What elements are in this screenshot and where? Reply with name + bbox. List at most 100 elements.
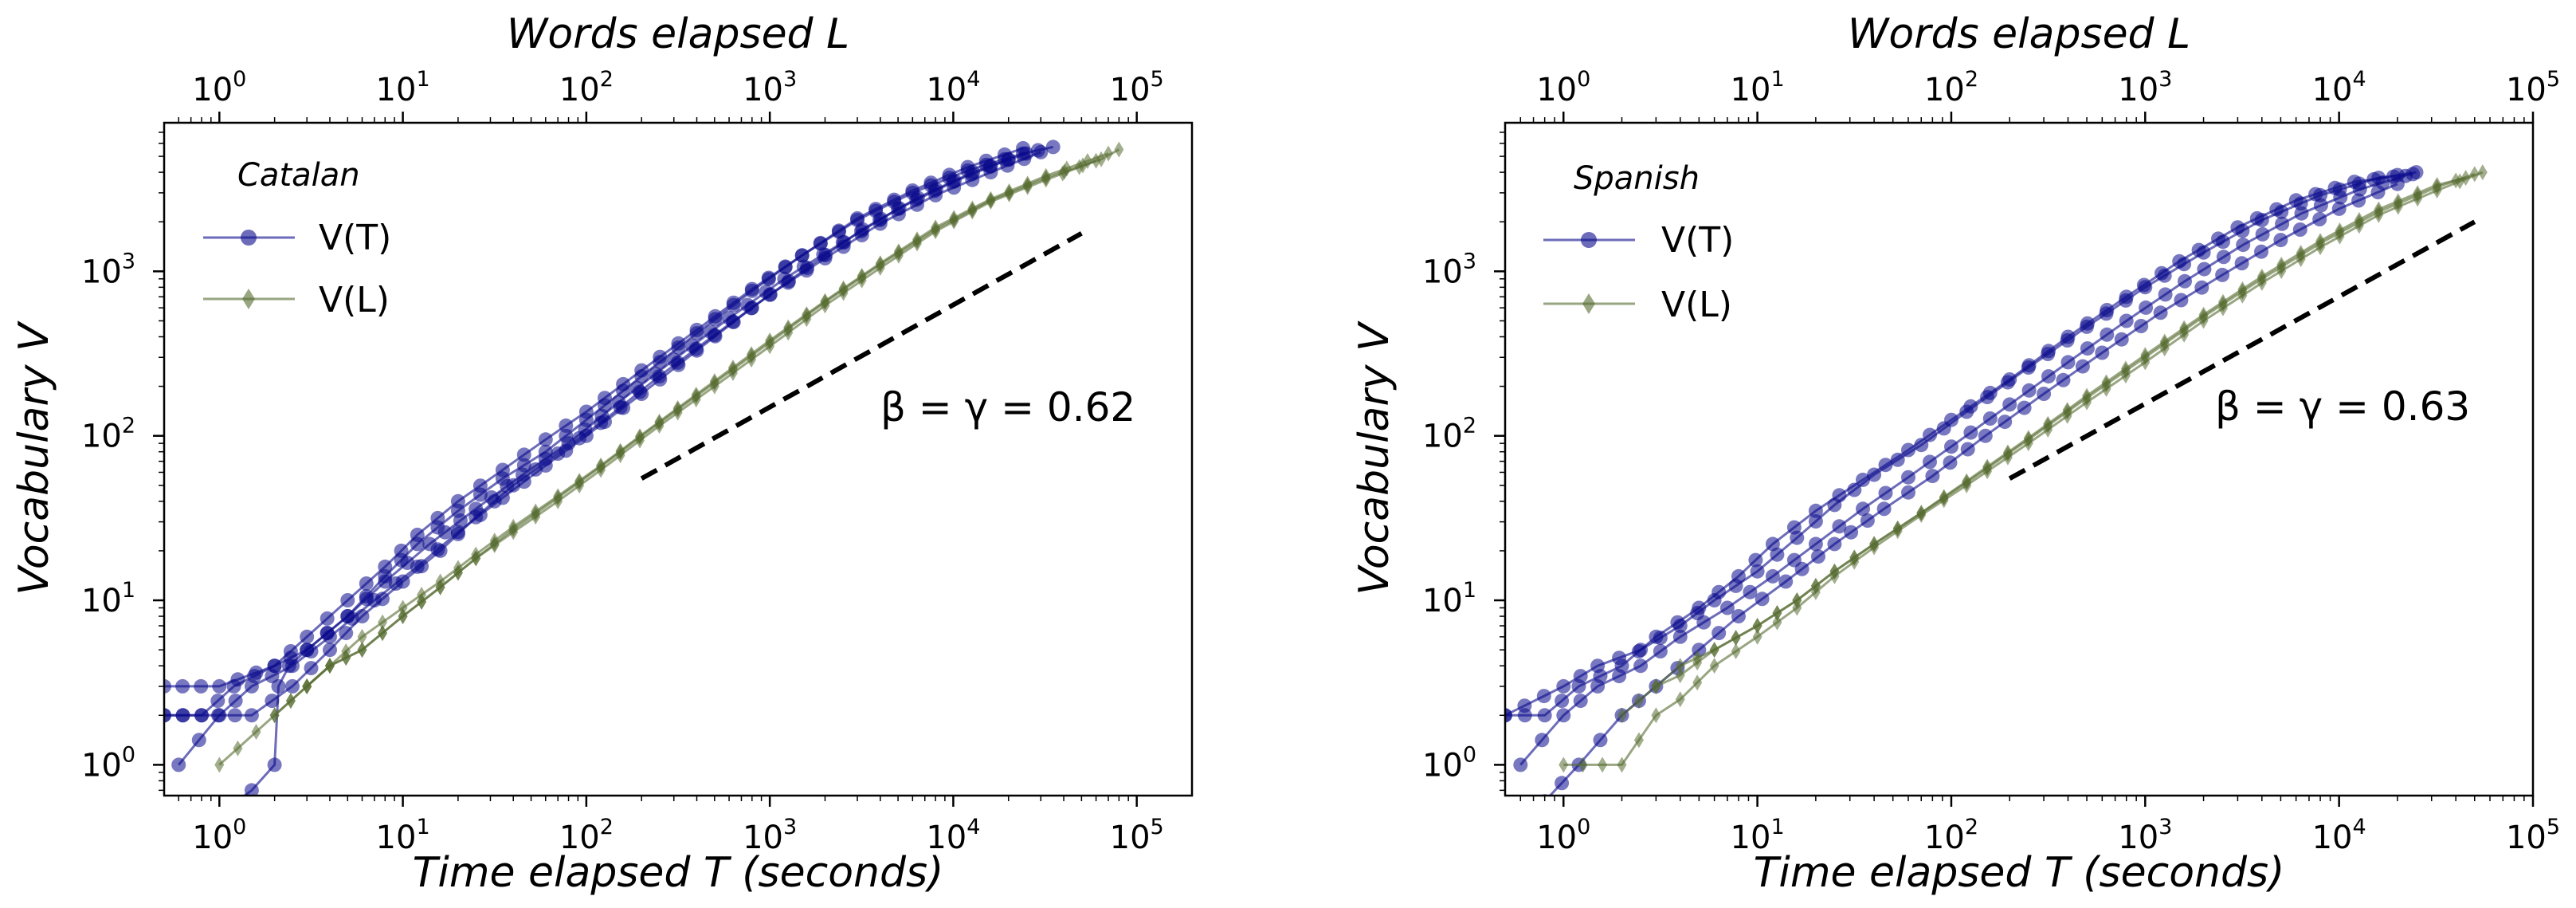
beta-gamma-annotation: β = γ = 0.63 <box>2215 383 2470 430</box>
vt-point <box>744 281 759 297</box>
vl-point <box>2120 360 2131 377</box>
vt-point <box>1593 733 1608 748</box>
axis-ticks: 100 101 102 103 104 105 100 101 102 103 104 105 100 1… <box>81 67 1164 856</box>
vl-point <box>531 503 541 520</box>
vl-point <box>214 757 225 773</box>
vt-point <box>1755 592 1770 607</box>
vl-point <box>1617 707 1627 724</box>
legend-marker-vt <box>1581 232 1597 248</box>
vl-point <box>1962 473 1972 489</box>
vt-point <box>1878 458 1893 473</box>
vt-point <box>2236 238 2251 253</box>
vt-point <box>872 212 887 227</box>
vl-point <box>453 560 463 576</box>
vl-point <box>765 332 775 349</box>
vt-point <box>1847 482 1862 497</box>
vt-point <box>2060 329 2076 344</box>
vl-point <box>1559 757 1569 773</box>
vl-point <box>1849 549 1860 566</box>
vl-point <box>324 658 335 674</box>
vl-point <box>2179 320 2190 336</box>
vt-point <box>500 478 515 493</box>
vt-point <box>472 478 488 493</box>
vt-point <box>666 352 681 368</box>
vt-point <box>226 678 241 694</box>
vt-point <box>430 510 445 525</box>
vl-point <box>508 518 519 535</box>
vl-point <box>357 628 367 645</box>
vt-point <box>1631 644 1646 658</box>
vt-point <box>422 537 437 552</box>
vt-point <box>598 391 612 406</box>
vt-point <box>1914 438 1929 453</box>
vl-point <box>709 373 719 390</box>
vl-point <box>2432 177 2442 194</box>
vt-point <box>1045 140 1061 155</box>
vt-point <box>1901 485 1915 500</box>
vt-point <box>320 611 335 626</box>
vl-point <box>417 587 427 603</box>
vt-line-3 <box>1548 183 2398 796</box>
vt-point <box>594 408 610 423</box>
vt-point <box>2351 193 2366 208</box>
vt-point <box>684 338 700 353</box>
vt-point <box>171 757 186 772</box>
vt-point <box>2060 355 2076 370</box>
vt-point <box>2021 358 2037 373</box>
vt-point <box>2178 273 2192 289</box>
vt-point <box>267 757 282 772</box>
vt-line-0 <box>1505 171 2417 717</box>
vl-point <box>2198 306 2209 323</box>
vl-point <box>1004 183 1014 200</box>
y-tick-label: 101 <box>81 578 135 619</box>
vt-point <box>2134 319 2149 333</box>
vt-point <box>2288 193 2304 208</box>
vt-point <box>233 795 238 796</box>
vl-point <box>251 723 261 740</box>
x-tick-label: 102 <box>1924 815 1978 856</box>
vt-point <box>2172 254 2187 269</box>
y-tick-label: 103 <box>1422 249 1476 290</box>
vt-point <box>1778 574 1794 589</box>
vt-point <box>2002 372 2017 387</box>
x2-tick-label: 104 <box>926 67 980 108</box>
vt-point <box>2100 327 2115 342</box>
legend-label-vl: V(L) <box>319 280 390 320</box>
vl-point <box>2043 415 2053 432</box>
vt-point <box>1672 629 1688 644</box>
vl-point <box>838 280 849 297</box>
vt-point <box>689 322 704 337</box>
vl-point <box>2023 430 2033 446</box>
vt-point <box>816 247 831 262</box>
vt-point <box>2139 300 2154 315</box>
y-axis-title: Vocabulary V <box>1351 320 1398 596</box>
vt-point <box>378 574 393 589</box>
vt-point <box>616 376 631 391</box>
x-tick-label: 104 <box>926 815 980 856</box>
vl-point <box>820 293 830 309</box>
vt-point <box>2275 216 2290 231</box>
vt-point <box>1513 757 1528 772</box>
vt-point <box>1844 525 1859 540</box>
vt-point <box>410 527 425 542</box>
vt-point <box>561 436 576 451</box>
vt-point <box>2292 222 2307 237</box>
x2-tick-label: 102 <box>559 67 614 108</box>
vl-point <box>1104 145 1114 162</box>
x-tick-label: 101 <box>376 815 430 856</box>
vt-point <box>2331 201 2347 216</box>
legend-marker-vt <box>241 230 257 246</box>
vt-point <box>964 167 979 182</box>
vl-point <box>931 219 941 236</box>
vt-point <box>1808 514 1823 529</box>
y-tick-label: 100 <box>1422 742 1476 784</box>
vt-point <box>1943 455 1958 470</box>
vl-point <box>2217 293 2228 310</box>
x2-tick-label: 105 <box>2506 67 2560 108</box>
vl-point <box>1982 458 1993 475</box>
vt-point <box>191 733 206 748</box>
x-tick-label: 100 <box>1536 815 1590 856</box>
vl-point <box>912 231 922 248</box>
vt-point <box>2294 206 2309 221</box>
legend-label-vt: V(T) <box>319 218 391 258</box>
